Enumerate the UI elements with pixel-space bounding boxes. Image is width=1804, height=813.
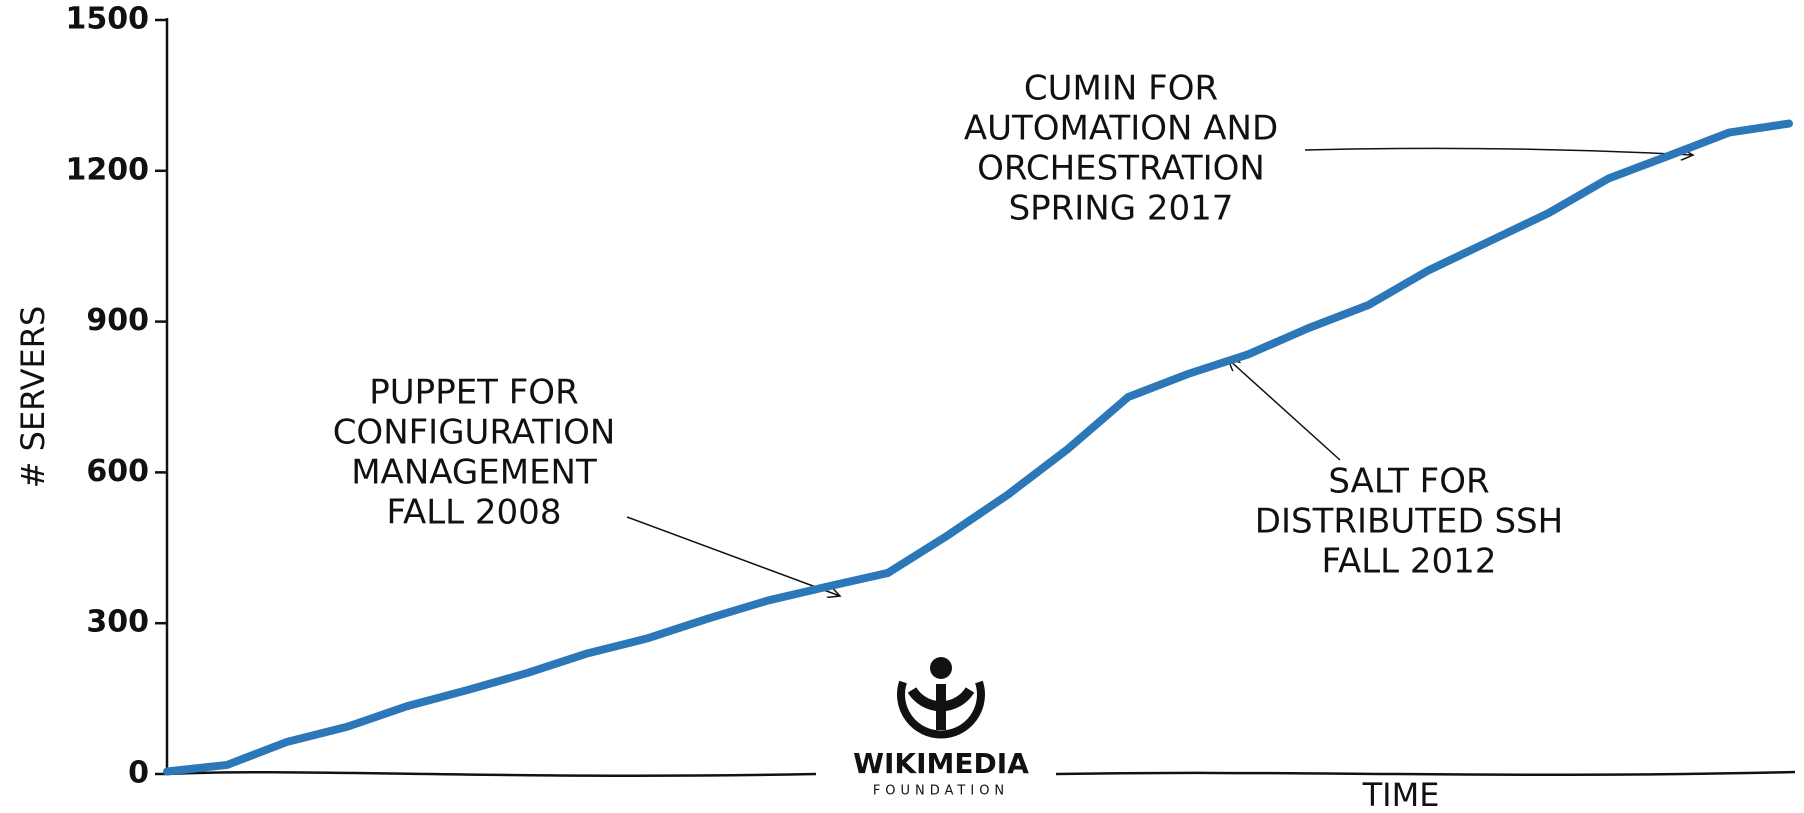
annotation: MANAGEMENT bbox=[351, 453, 597, 493]
annotation: PUPPET FOR bbox=[369, 373, 578, 413]
annotation-arrow bbox=[1304, 147, 1693, 155]
annotation: AUTOMATION AND bbox=[964, 109, 1278, 149]
annotation: SALT FOR bbox=[1328, 462, 1489, 502]
annotation-arrow bbox=[1228, 359, 1341, 461]
annotation: FALL 2012 bbox=[1322, 542, 1497, 582]
y-tick-label: 900 bbox=[86, 303, 149, 338]
x-axis bbox=[166, 771, 817, 777]
y-tick-label: 300 bbox=[86, 605, 149, 640]
logo-dot bbox=[930, 657, 952, 679]
x-axis-label: TIME bbox=[1362, 776, 1440, 813]
logo-stem bbox=[936, 684, 946, 730]
logo-subtitle: FOUNDATION bbox=[873, 784, 1009, 799]
annotation: CONFIGURATION bbox=[333, 413, 616, 453]
logo: WIKIMEDIA FOUNDATION bbox=[853, 657, 1029, 799]
annotation: CUMIN FOR bbox=[1024, 69, 1218, 109]
y-tick-label: 1500 bbox=[66, 2, 150, 37]
annotation: FALL 2008 bbox=[387, 493, 562, 533]
x-axis bbox=[1055, 770, 1796, 777]
y-tick-label: 0 bbox=[128, 756, 149, 791]
annotation: SPRING 2017 bbox=[1009, 189, 1234, 229]
annotation: DISTRIBUTED SSH bbox=[1255, 502, 1563, 542]
y-tick-label: 1200 bbox=[66, 152, 150, 187]
annotation: ORCHESTRATION bbox=[977, 149, 1265, 189]
logo-name: WIKIMEDIA bbox=[853, 747, 1029, 780]
y-axis-label: # SERVERS bbox=[14, 306, 52, 489]
annotation-arrow bbox=[626, 516, 840, 596]
y-tick-label: 600 bbox=[86, 454, 149, 489]
logo-ring bbox=[897, 680, 985, 739]
data-line bbox=[163, 119, 1793, 776]
